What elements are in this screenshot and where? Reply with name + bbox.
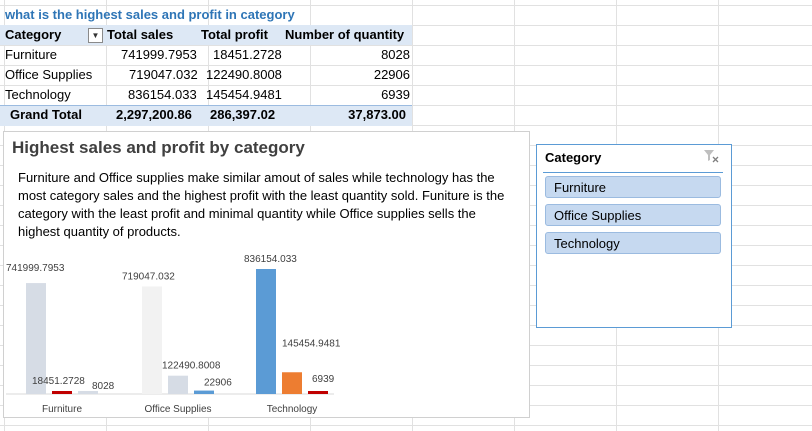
- pivot-cell-quantity[interactable]: 22906: [373, 67, 410, 82]
- data-label: 8028: [92, 381, 115, 392]
- category-label: Office Supplies: [144, 404, 211, 415]
- pivot-header-category[interactable]: Category: [5, 27, 62, 42]
- chart-subtitle: Furniture and Office supplies make simil…: [18, 170, 505, 239]
- pivot-row-label[interactable]: Furniture: [5, 47, 58, 62]
- chart-bar[interactable]: [256, 269, 276, 394]
- chart-bar[interactable]: [168, 375, 188, 394]
- data-label: 836154.033: [244, 254, 297, 265]
- chart-bar[interactable]: [142, 286, 162, 394]
- pivot-header-profit[interactable]: Total profit: [201, 27, 268, 42]
- pivot-cell-sales[interactable]: 719047.032: [129, 67, 198, 82]
- grand-total-profit[interactable]: 286,397.02: [210, 107, 276, 122]
- pivot-cell-quantity[interactable]: 6939: [381, 87, 410, 102]
- pivot-header-sales[interactable]: Total sales: [107, 27, 174, 42]
- pivot-total-row: [0, 105, 412, 126]
- data-label: 18451.2728: [32, 376, 85, 387]
- data-label: 719047.032: [122, 272, 175, 283]
- pivot-cell-sales[interactable]: 741999.7953: [121, 47, 197, 62]
- clear-filter-icon[interactable]: [703, 149, 719, 166]
- data-label: 145454.9481: [282, 338, 341, 349]
- chart-bar[interactable]: [308, 391, 328, 394]
- slicer-item-office-supplies[interactable]: Office Supplies: [545, 204, 721, 226]
- pivot-cell-profit[interactable]: 122490.8008: [206, 67, 282, 82]
- category-label: Furniture: [42, 404, 82, 415]
- data-label: 6939: [312, 374, 335, 385]
- chart-bar[interactable]: [194, 390, 214, 394]
- slicer-title: Category: [545, 150, 602, 165]
- grand-total-sales[interactable]: 2,297,200.86: [116, 107, 192, 122]
- chart-bar[interactable]: [26, 283, 46, 394]
- pivot-cell-quantity[interactable]: 8028: [381, 47, 410, 62]
- pivot-row-label[interactable]: Office Supplies: [5, 67, 93, 82]
- slicer-item-furniture[interactable]: Furniture: [545, 176, 721, 198]
- pivot-header-quantity[interactable]: Number of quantity: [285, 27, 405, 42]
- pivot-cell-profit[interactable]: 18451.2728: [213, 47, 282, 62]
- slicer-divider: [543, 172, 723, 173]
- chart-area[interactable]: Highest sales and profit by category Fur…: [3, 131, 530, 418]
- data-label: 22906: [204, 378, 232, 389]
- pivot-header-row: [0, 25, 412, 45]
- chart-bar[interactable]: [52, 391, 72, 394]
- grand-total-label[interactable]: Grand Total: [10, 107, 82, 122]
- chart-bar[interactable]: [78, 391, 98, 394]
- category-slicer[interactable]: Category Furniture Office Supplies Techn…: [536, 144, 732, 328]
- chart-plot: 741999.7953 18451.2728 8028 Furniture 719047…: [6, 254, 341, 415]
- chart-title: Highest sales and profit by category: [12, 138, 305, 157]
- data-label: 741999.7953: [6, 263, 65, 274]
- filter-dropdown-icon[interactable]: ▼: [88, 28, 103, 43]
- data-label: 122490.8008: [162, 361, 221, 372]
- question-cell[interactable]: what is the highest sales and profit in …: [5, 7, 295, 22]
- pivot-cell-sales[interactable]: 836154.033: [128, 87, 197, 102]
- pivot-cell-profit[interactable]: 145454.9481: [206, 87, 282, 102]
- slicer-item-technology[interactable]: Technology: [545, 232, 721, 254]
- pivot-row-label[interactable]: Technology: [5, 87, 71, 102]
- grand-total-quantity[interactable]: 37,873.00: [348, 107, 406, 122]
- chart-bar[interactable]: [282, 372, 302, 394]
- category-label: Technology: [267, 404, 318, 415]
